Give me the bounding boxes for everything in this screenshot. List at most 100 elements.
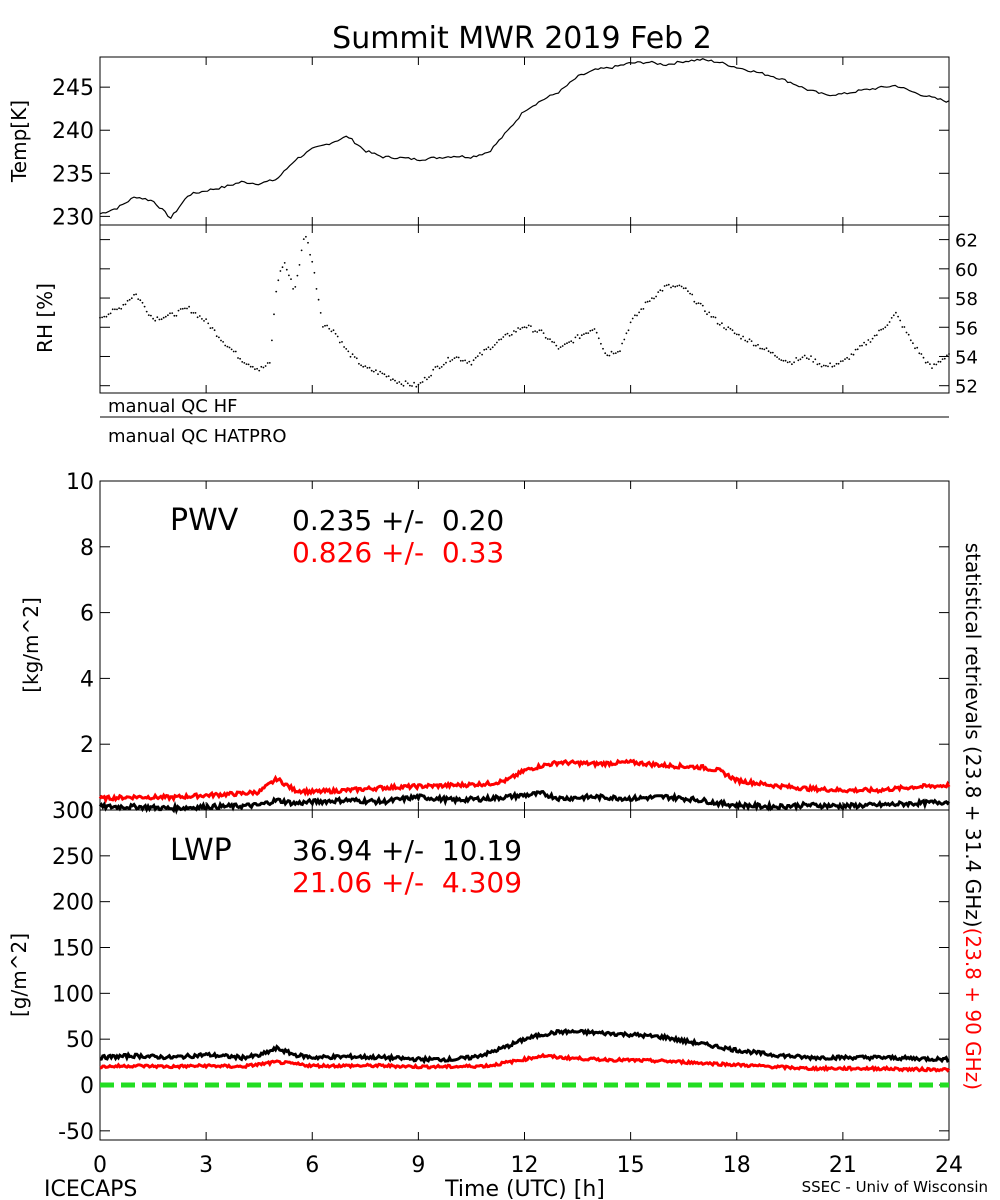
rh-data-point [527,324,530,327]
rh-data-point [324,324,326,327]
rh-data-point [544,336,547,339]
rh-data-point [220,339,222,342]
rh-data-point [623,338,626,341]
rh-data-point [430,374,432,377]
rh-data-point [406,382,409,385]
rh-data-point [731,329,734,332]
rh-data-point [415,385,418,388]
rh-data-point [353,356,356,358]
rh-data-point [256,367,258,370]
rh-data-point [844,358,846,360]
rh-data-point [447,356,449,359]
footer-left-label: ICECAPS [44,1177,137,1200]
rh-data-point [555,344,558,347]
rh-data-point [141,301,144,304]
rh-data-point [209,327,212,329]
rh-data-point [462,359,464,362]
rh-data-point [160,318,163,321]
rh-data-point [850,353,853,355]
pwv-title: PWV [170,503,239,538]
rh-data-point [727,326,730,329]
rh-data-point [718,323,721,326]
rh-data-point [114,308,116,311]
rh-data-point [619,350,621,353]
rh-data-point [188,305,191,308]
rh-data-point [358,362,360,365]
rh-data-point [485,348,488,351]
rh-data-point [644,301,647,304]
rh-data-point [152,317,155,320]
rh-data-point [638,311,640,314]
rh-data-point [347,350,350,353]
rh-data-point [655,295,657,298]
rh-data-point [164,315,167,318]
rh-data-point [854,348,857,351]
rh-data-point [296,274,299,277]
rh-data-point [723,327,725,329]
rh-data-point [504,333,507,336]
rh-data-point [763,348,766,351]
rh-ytick-label: 58 [955,289,978,310]
rh-data-point [875,334,878,336]
rh-data-point [561,345,564,347]
rh-data-point [890,317,893,319]
rh-data-point [476,355,479,357]
rh-data-point [642,308,645,310]
rh-data-point [442,363,445,366]
rh-data-point [657,291,660,293]
rh-data-point [419,382,422,384]
rh-data-point [835,362,838,365]
rh-ytick-label: 56 [955,318,978,339]
lwp-ytick-label: 200 [52,891,94,916]
rh-data-point [285,268,288,271]
rh-data-point [948,353,950,355]
lwp-ytick-label: 300 [52,799,94,824]
rh-data-point [801,356,804,359]
rh-data-point [396,382,398,384]
rh-data-point [213,329,216,332]
rh-data-point [156,316,159,319]
rh-data-point [774,354,776,357]
rh-data-point [820,365,823,368]
lwp-red-series-line [99,1052,951,1073]
rh-data-point [275,290,278,293]
rh-data-point [411,385,413,387]
rh-data-point [617,350,619,353]
rh-data-point [101,316,103,319]
rh-data-point [147,314,150,316]
rh-data-point [905,331,908,334]
right-label-red: (23.8 + 90 GHz) [961,928,985,1090]
rh-data-point [827,365,829,368]
rh-data-point [372,370,375,373]
rh-data-point [589,329,592,332]
rh-data-point [205,318,208,320]
rh-data-point [941,358,944,360]
rh-data-point [432,368,435,371]
rh-data-point [918,352,921,355]
lwp-ytick-label: 50 [66,1028,94,1053]
rh-series-points [99,235,950,388]
rh-data-point [665,284,668,287]
rh-data-point [271,339,273,342]
rh-data-point [207,322,210,325]
rh-data-point [761,347,764,350]
rh-data-point [126,299,129,302]
lwp-ytick-label: -50 [58,1120,94,1145]
rh-data-point [536,331,539,333]
rh-data-point [459,359,462,362]
rh-data-point [909,339,912,342]
rh-data-point [521,326,524,329]
rh-data-point [634,314,636,317]
rh-data-point [729,327,732,330]
rh-data-point [597,337,600,340]
rh-data-point [585,332,587,335]
rh-data-point [273,313,275,316]
rh-data-point [247,363,250,366]
rh-data-point [593,328,596,330]
rh-ytick-label: 52 [955,377,978,398]
rh-data-point [294,286,297,288]
rh-data-point [487,346,490,349]
rh-data-point [740,337,742,340]
rh-data-point [595,331,598,334]
